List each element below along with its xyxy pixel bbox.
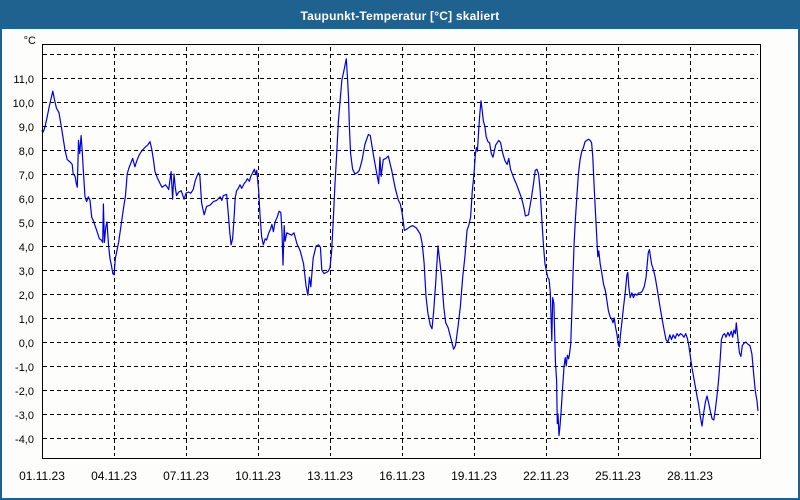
x-tick-label: 04.11.23 <box>91 469 137 483</box>
x-tick-label: 07.11.23 <box>163 469 209 483</box>
x-tick-label: 25.11.23 <box>595 469 641 483</box>
plot-area <box>41 44 761 459</box>
y-tick-label: -3,0 <box>15 410 34 422</box>
y-tick-label: 5,0 <box>18 218 34 230</box>
x-tick-label: 19.11.23 <box>451 469 497 483</box>
y-tick-label: 2,0 <box>18 290 34 302</box>
y-tick-label: 0,0 <box>18 338 34 350</box>
x-tick-label: 13.11.23 <box>307 469 353 483</box>
y-tick-label: 6,0 <box>18 194 34 206</box>
chart-content: °C 11,0 10,0 9,0 8,0 7,0 6,0 5,0 4,0 3,0 2,0 1,0 0,… <box>2 29 798 498</box>
x-tick-label: 28.11.23 <box>667 469 713 483</box>
y-tick-label: 10,0 <box>12 98 34 110</box>
titlebar: Taupunkt-Temperatur [°C] skaliert <box>2 2 798 29</box>
y-tick-label: 11,0 <box>13 74 34 86</box>
y-tick-label: 8,0 <box>18 146 34 158</box>
dewpoint-series-line <box>41 58 759 437</box>
y-tick-label: -2,0 <box>15 386 34 398</box>
x-tick-label: 10.11.23 <box>235 469 281 483</box>
y-tick-label: -1,0 <box>15 362 34 374</box>
y-tick-label: 4,0 <box>18 242 34 254</box>
x-tick-label: 22.11.23 <box>523 469 569 483</box>
y-tick-label: 9,0 <box>18 122 34 134</box>
y-tick-label: 1,0 <box>18 314 34 326</box>
chart-title: Taupunkt-Temperatur [°C] skaliert <box>300 8 500 23</box>
y-tick-label: 3,0 <box>18 266 34 278</box>
x-tick-label: 01.11.23 <box>19 469 65 483</box>
y-axis-unit-label: °C <box>23 35 36 47</box>
x-tick-label: 16.11.23 <box>379 469 425 483</box>
y-tick-label: -4,0 <box>15 434 34 446</box>
y-tick-label: 7,0 <box>18 170 34 182</box>
